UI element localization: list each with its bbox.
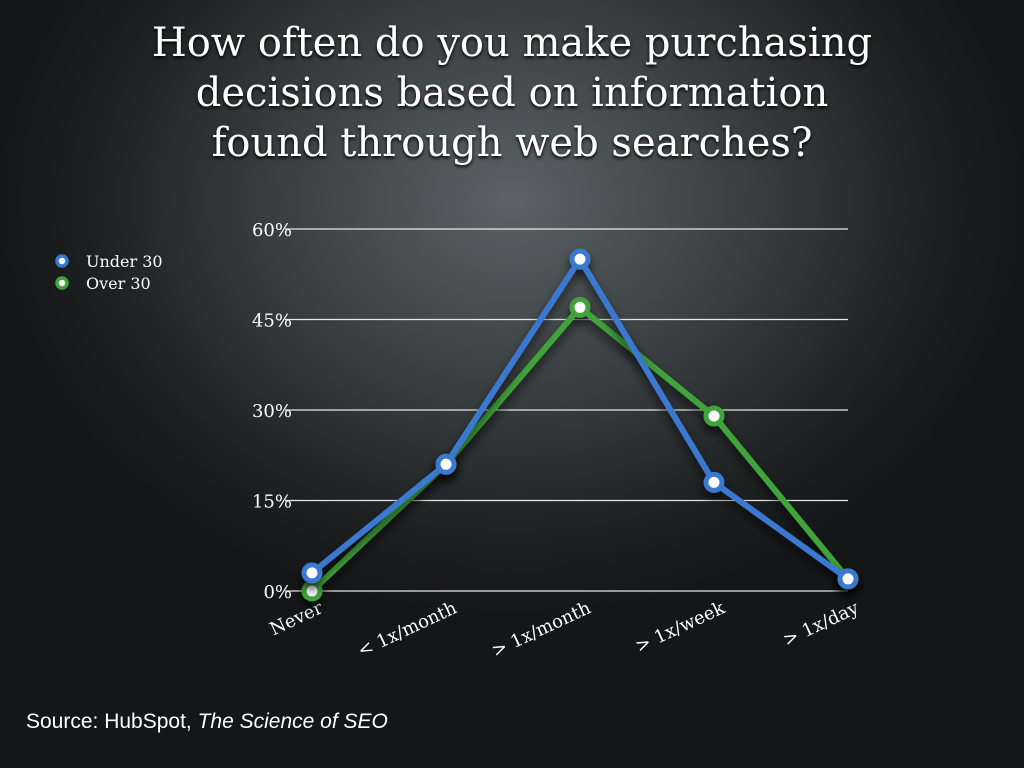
x-tick-label: Never: [267, 597, 327, 640]
data-point: [301, 562, 323, 584]
x-tick-label: > 1x/day: [780, 597, 863, 651]
legend-marker: [55, 254, 69, 268]
chart-title: How often do you make purchasing decisio…: [0, 18, 1024, 168]
legend-marker: [55, 276, 69, 290]
data-point: [837, 568, 859, 590]
source-prefix: Source: HubSpot,: [26, 710, 198, 733]
data-point: [703, 471, 725, 493]
source-note: Source: HubSpot, The Science of SEO: [26, 710, 388, 734]
source-work: The Science of SEO: [197, 710, 388, 733]
series-under-30: [301, 248, 859, 590]
x-tick-label: > 1x/week: [632, 597, 729, 657]
title-line: decisions based on information: [195, 70, 829, 116]
title-line: How often do you make purchasing: [151, 20, 873, 66]
data-point: [301, 580, 323, 602]
series-line: [309, 304, 851, 594]
x-tick-label: > 1x/month: [488, 597, 594, 661]
title-line: found through web searches?: [211, 120, 813, 166]
data-point: [435, 453, 457, 475]
series-over-30: [301, 296, 859, 602]
data-point: [569, 296, 591, 318]
y-tick-label: 60%: [252, 220, 292, 241]
y-tick-label: 0%: [263, 582, 292, 603]
data-point: [703, 405, 725, 427]
y-tick-label: 15%: [252, 492, 292, 513]
legend-label: Under 30: [86, 252, 163, 271]
data-point: [569, 248, 591, 270]
legend-label: Over 30: [86, 274, 151, 293]
y-tick-label: 30%: [252, 401, 292, 422]
x-tick-label: < 1x/month: [354, 597, 460, 661]
y-tick-label: 45%: [252, 311, 292, 332]
